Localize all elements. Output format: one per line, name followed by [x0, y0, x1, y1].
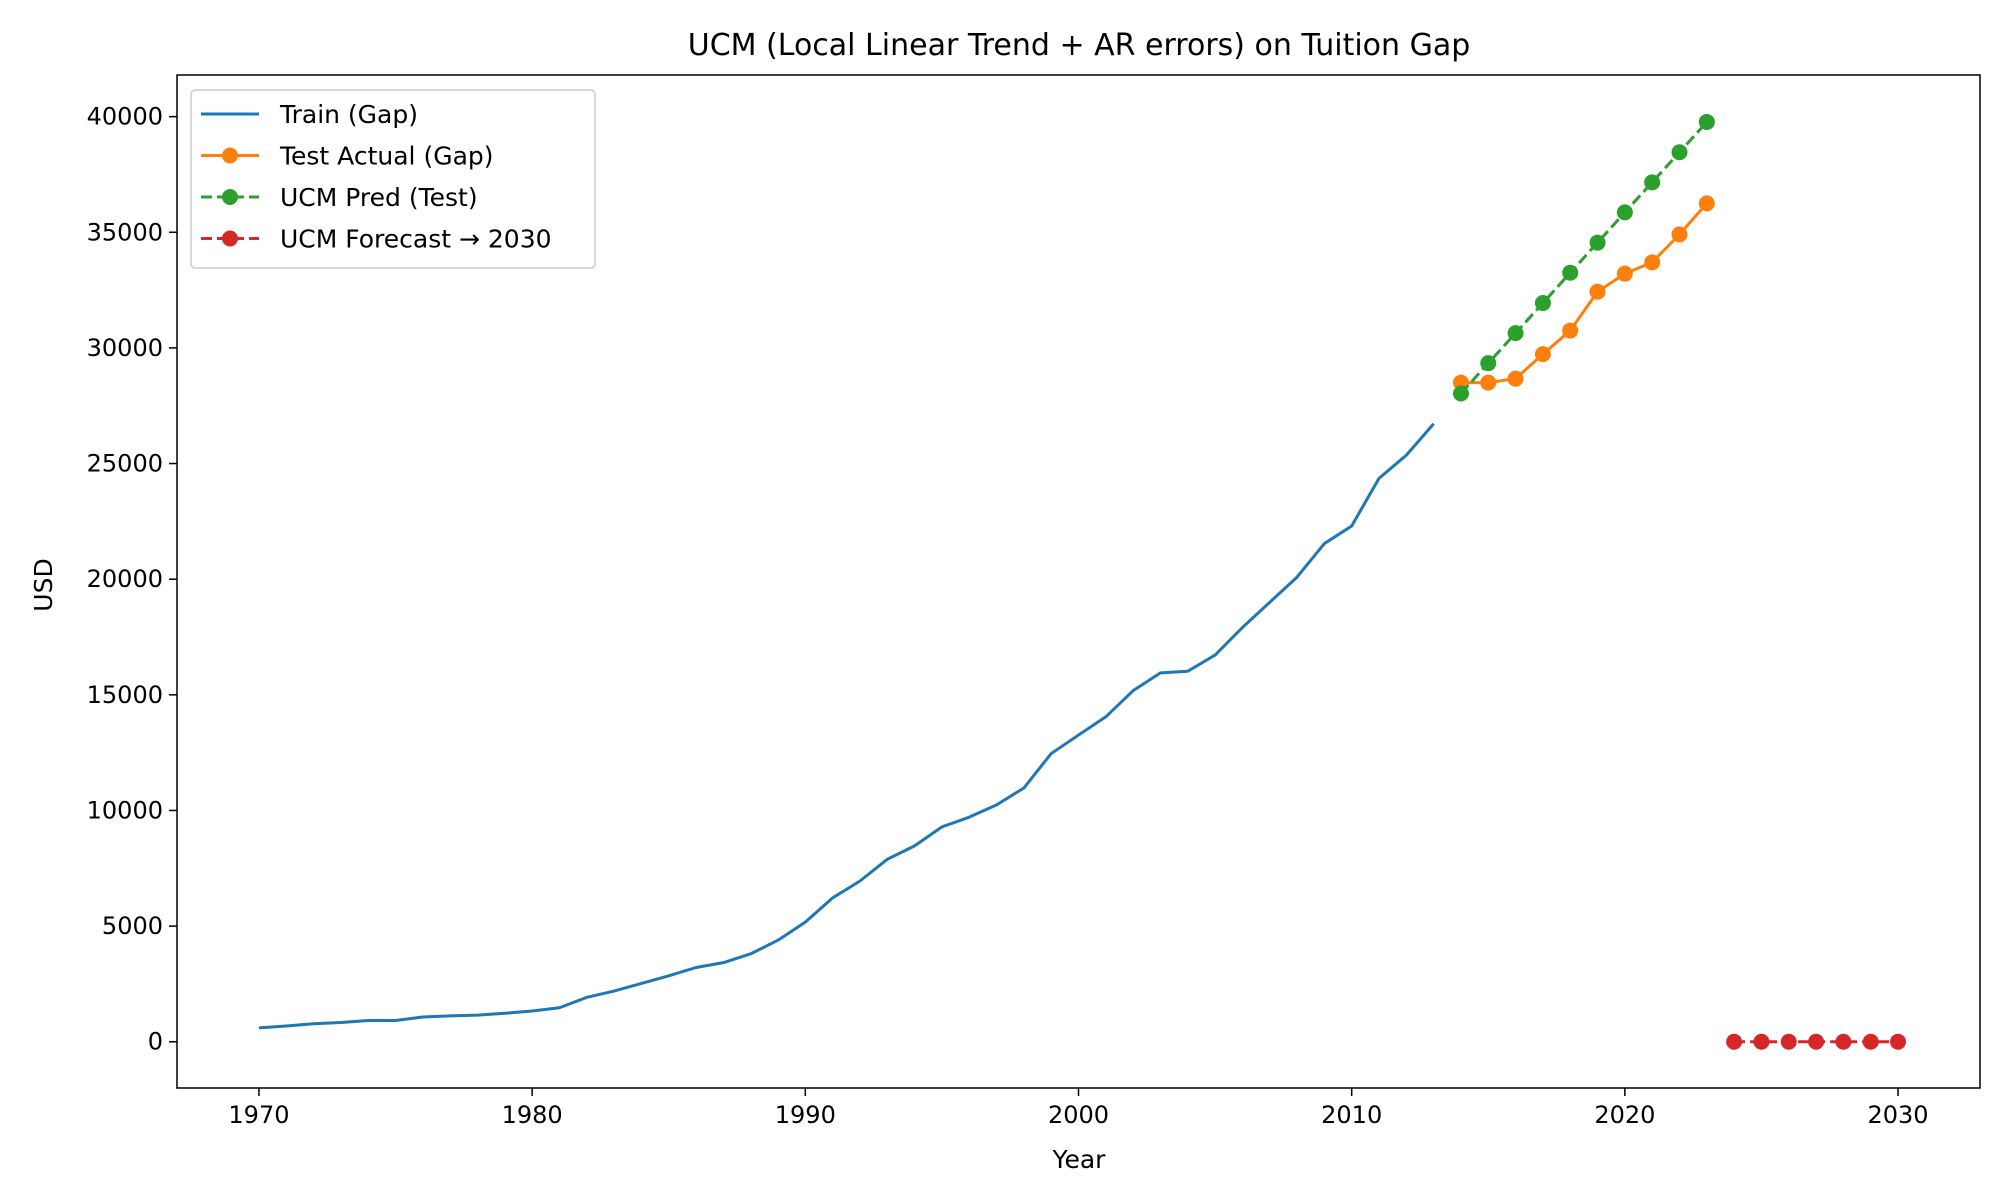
x-axis-title: Year [1052, 1145, 1107, 1174]
data-point [1671, 226, 1688, 243]
x-tick-label: 2000 [1048, 1101, 1109, 1129]
legend-item: Test Actual (Gap) [201, 142, 494, 171]
y-tick-label: 30000 [87, 334, 163, 362]
data-point [1753, 1033, 1770, 1050]
data-point [1862, 1033, 1879, 1050]
legend-label: UCM Forecast → 2030 [280, 225, 552, 254]
data-point [1808, 1033, 1825, 1050]
y-tick-label: 10000 [87, 796, 163, 824]
y-axis-title: USD [29, 558, 58, 611]
x-tick-label: 1980 [502, 1101, 563, 1129]
y-tick-label: 15000 [87, 681, 163, 709]
data-point [1835, 1033, 1852, 1050]
legend: Train (Gap) Test Actual (Gap) UCM Pred (Te… [190, 89, 596, 269]
y-tick-label: 0 [148, 1028, 163, 1056]
data-point [1534, 295, 1551, 312]
data-point [1890, 1033, 1907, 1050]
x-tick-label: 2020 [1594, 1101, 1655, 1129]
series-test-actual-gap [1452, 195, 1715, 391]
series-line [258, 422, 1435, 1030]
data-point [1698, 195, 1715, 212]
data-point [1589, 283, 1606, 300]
data-point [1698, 113, 1715, 130]
legend-label: Test Actual (Gap) [279, 142, 494, 171]
y-tick-label: 40000 [87, 103, 163, 131]
data-point [1726, 1033, 1743, 1050]
series-ucm-forecast-2030 [1726, 1033, 1907, 1050]
legend-marker [222, 189, 238, 205]
data-point [1780, 1033, 1797, 1050]
legend-item: Train (Gap) [201, 100, 418, 129]
legend-item: UCM Pred (Test) [201, 183, 478, 212]
data-point [1480, 374, 1497, 391]
y-tick-label: 5000 [102, 912, 163, 940]
data-point [1562, 264, 1579, 281]
x-tick-label: 1990 [775, 1101, 836, 1129]
x-tick-label: 1970 [228, 1101, 289, 1129]
legend-item: UCM Forecast → 2030 [201, 225, 552, 254]
data-point [1562, 322, 1579, 339]
plot-area [258, 113, 1907, 1050]
y-axis: 0 5000 10000 15000 20000 25000 30000 35000 40000 [87, 103, 177, 1056]
series-train-gap [258, 422, 1435, 1030]
y-tick-label: 25000 [87, 450, 163, 478]
data-point [1644, 254, 1661, 271]
series-line [1459, 120, 1708, 395]
legend-label: UCM Pred (Test) [280, 183, 478, 212]
series-ucm-pred-test [1452, 113, 1715, 402]
x-axis: 1970 1980 1990 2000 2010 2020 2030 [228, 1088, 1929, 1129]
x-tick-label: 2030 [1868, 1101, 1929, 1129]
legend-marker [222, 230, 238, 247]
legend-label: Train (Gap) [279, 100, 418, 129]
chart-title: UCM (Local Linear Trend + AR errors) on … [688, 28, 1471, 63]
y-tick-label: 35000 [87, 218, 163, 246]
legend-box [190, 89, 596, 269]
data-point [1480, 355, 1497, 372]
data-point [1534, 346, 1551, 363]
data-point [1616, 204, 1633, 221]
data-point [1507, 325, 1524, 342]
data-point [1507, 370, 1524, 387]
legend-marker [222, 147, 238, 164]
data-point [1616, 265, 1633, 282]
x-tick-label: 2010 [1321, 1101, 1382, 1129]
data-point [1644, 174, 1661, 191]
data-point [1452, 385, 1469, 402]
y-tick-label: 20000 [87, 565, 163, 593]
series-line [1460, 202, 1708, 385]
data-point [1589, 234, 1606, 251]
data-point [1671, 144, 1688, 161]
